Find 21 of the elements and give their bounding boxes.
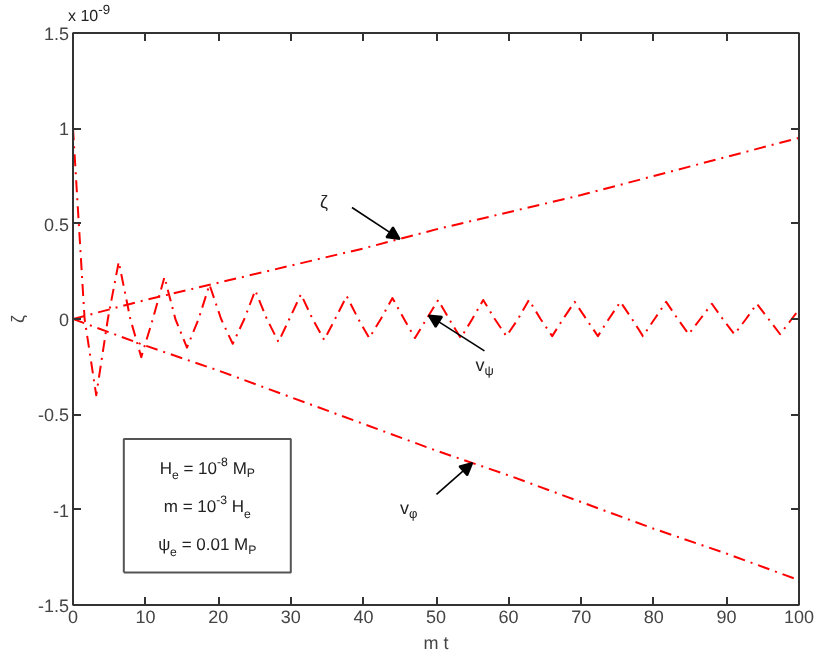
text: ζ: [320, 191, 329, 212]
x-tick-label: 50: [425, 607, 447, 627]
x-tick-label: 20: [208, 607, 229, 627]
x-tick-label: 60: [498, 607, 519, 627]
text: x 10$^{-9}$: [68, 2, 111, 27]
y-tick-label: -1.5: [37, 596, 70, 616]
x-tick-label: 10: [135, 607, 156, 627]
x-tick-label: 40: [353, 607, 374, 627]
y-tick-label: 0: [58, 310, 70, 330]
x-tick-label: 90: [716, 607, 737, 627]
x-tick-label: 80: [643, 607, 664, 627]
y-tick-label: -0.5: [37, 405, 70, 426]
x-tick-label: 30: [280, 607, 301, 627]
y-tick-label: -1: [53, 500, 70, 521]
y-tick-label: 0.5: [43, 214, 70, 235]
y-tick-label: 1.5: [43, 24, 70, 44]
y-axis-title: ζ: [7, 314, 28, 323]
y-tick-label: 1: [58, 119, 70, 140]
x-tick-label: 70: [571, 607, 592, 627]
x-tick-label: 100: [783, 607, 815, 627]
x-axis-title: m t: [423, 633, 450, 653]
